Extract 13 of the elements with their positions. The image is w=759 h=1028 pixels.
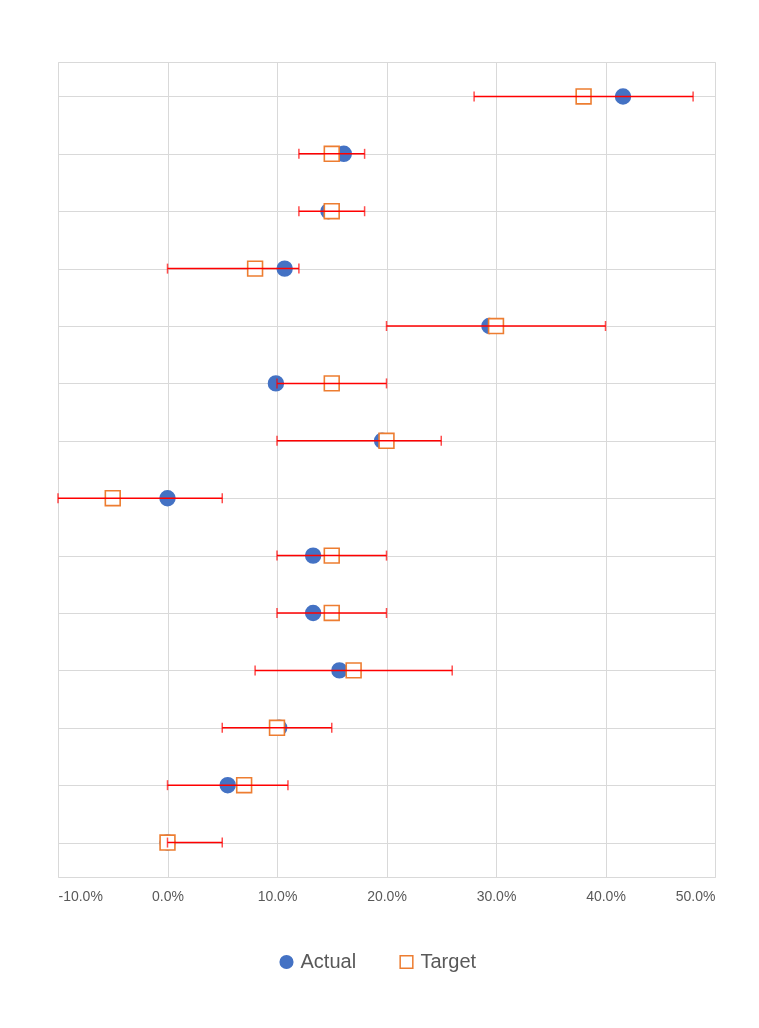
x-tick-label: 40.0% <box>586 887 626 904</box>
point <box>276 260 293 277</box>
x-tick-label: 50.0% <box>675 887 716 904</box>
point <box>614 88 632 105</box>
x-tick-label: 20.0% <box>367 887 407 904</box>
x-tick-label: 30.0% <box>476 887 517 904</box>
point <box>246 260 264 277</box>
point <box>304 547 322 564</box>
x-tick-label: 0.0% <box>152 887 184 904</box>
legend-label: Target <box>420 950 477 972</box>
x-tick-label: -10.0% <box>58 887 103 904</box>
x-tick-label: 10.0% <box>257 887 298 904</box>
legend-label: Actual <box>300 950 357 972</box>
